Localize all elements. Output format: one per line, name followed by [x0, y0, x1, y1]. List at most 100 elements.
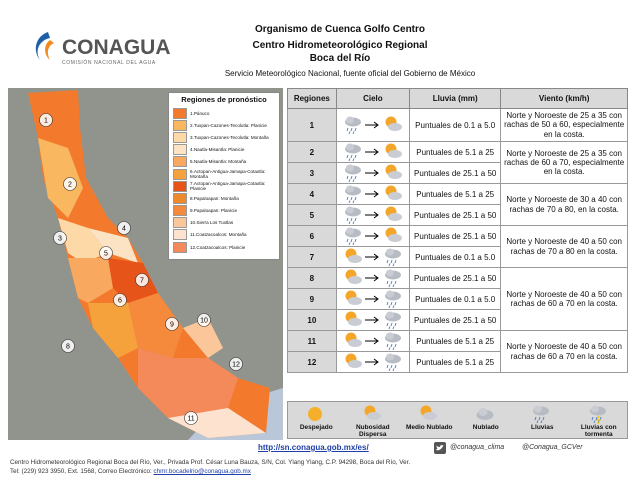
rain-cell: Puntuales de 25.1 a 50	[409, 204, 502, 226]
sky-icon-shape	[364, 405, 381, 420]
region-marker-label: 6	[118, 298, 122, 305]
arrow-shape	[364, 316, 379, 324]
sky-cell	[335, 351, 411, 373]
rain-cell: Puntuales de 0.1 a 5.0	[409, 246, 502, 268]
sky-icon	[385, 143, 402, 158]
legend-label: 7.Actopan-Antigua-Jamapa-Cotaxtla: Plani…	[190, 181, 266, 192]
legend-item: 8.Papaloapan: Montaña	[169, 192, 279, 204]
legend-label: 12.Coatzacoalcos: Planicie	[190, 244, 246, 250]
sky-icon	[344, 185, 362, 204]
legend-swatch	[173, 131, 187, 143]
table-row: 12 Puntuales de 5.1 a 25	[287, 351, 628, 373]
header: Organismo de Cuenca Golfo Centro Centro …	[190, 24, 490, 64]
legend-swatch	[173, 119, 187, 131]
sky-legend-label: Nubosidad Dispersa	[355, 424, 390, 439]
legend-swatch	[173, 229, 187, 241]
sky-cell	[335, 246, 411, 268]
legend-item: 2.Tuxpan-Cazones-Tecolutla: Planicie	[169, 119, 279, 131]
footer-url[interactable]: http://sn.conagua.gob.mx/es/	[258, 443, 369, 452]
region-marker-label: 12	[232, 362, 240, 369]
legend-swatch	[173, 144, 187, 156]
sky-icon-shape	[384, 248, 402, 267]
legend-item: 7.Actopan-Antigua-Jamapa-Cotaxtla: Plani…	[169, 180, 279, 192]
region-marker	[184, 411, 198, 425]
twitter-icon	[434, 442, 446, 454]
twitter-handle[interactable]: @conagua_clima	[450, 444, 505, 451]
sky-legend-icon	[532, 405, 550, 424]
legend-item: 1.Pánuco	[169, 107, 279, 119]
wind-cell: Norte y Noroeste de 40 a 50 con rachas d…	[500, 225, 628, 268]
table-row: 5 Puntuales de 25.1 a 50	[287, 204, 628, 226]
table-row: 4 Puntuales de 5.1 a 25 Norte y Noroeste d…	[287, 183, 628, 226]
sky-legend-icon	[308, 407, 323, 421]
region-cell: 5	[287, 204, 337, 226]
sky-legend-icon	[420, 405, 438, 420]
table-row: 3 Puntuales de 25.1 a 50	[287, 162, 628, 184]
sky-icon-shape	[344, 143, 362, 162]
arrow-shape	[364, 232, 379, 240]
sky-icon	[345, 311, 362, 326]
sky-legend-item: Medio Nublado	[401, 402, 458, 438]
footer-email[interactable]: chmr.bocadelrio@conagua.gob.mx	[153, 468, 251, 475]
region-cell: 10	[287, 309, 337, 331]
twitter-handle[interactable]: @Conagua_GCVer	[522, 444, 583, 451]
sky-icon	[345, 332, 362, 347]
legend-label: 10.Sierra Los Tuxtlas	[190, 220, 234, 226]
sky-icon-shape	[345, 248, 362, 263]
rain-cell: Puntuales de 5.1 a 25	[409, 351, 502, 373]
arrow-shape	[364, 190, 379, 198]
legend-item: 5.Nautla-Misantla: Montaña	[169, 156, 279, 168]
sky-icon-shape	[384, 332, 402, 351]
header-line: Organismo de Cuenca Golfo Centro	[254, 24, 426, 35]
sky-legend-label: Despejado	[299, 424, 333, 431]
header-line: Centro Hidrometeorológico Regional	[252, 40, 428, 51]
sky-cell	[335, 108, 411, 142]
sky-icon-shape	[344, 227, 362, 246]
arrow	[364, 169, 379, 177]
region-marker-label: 3	[58, 236, 62, 243]
region-cell: 7	[287, 246, 337, 268]
sky-icon	[384, 269, 402, 288]
arrow	[364, 316, 379, 324]
arrow	[364, 295, 379, 303]
region-cell: 1	[287, 108, 337, 142]
legend-swatch	[173, 180, 187, 192]
arrow-shape	[364, 358, 379, 366]
table-row: 11 Puntuales de 5.1 a 25 Norte y Noroeste …	[287, 330, 628, 373]
sky-legend-item: Lluvias con tormenta	[571, 402, 628, 438]
sky-legend-label: Lluvias	[531, 424, 554, 431]
legend-item: 3.Tuxpan-Cazones-Tecolutla: Montaña	[169, 131, 279, 143]
arrow	[364, 337, 379, 345]
legend-swatch	[173, 107, 187, 119]
table-row: 2 Puntuales de 5.1 a 25 Norte y Noroeste d…	[287, 141, 628, 184]
region-marker-label: 10	[200, 318, 208, 325]
table-row: 1 Puntuales de 0.1 a 5.0 Norte y Noroeste …	[287, 108, 628, 142]
sky-icon-shape	[384, 269, 402, 288]
sky-icon-shape	[385, 185, 402, 200]
legend-label: 1.Pánuco	[190, 110, 210, 116]
sky-cell	[335, 288, 411, 310]
sky-icon	[345, 290, 362, 305]
footer-address: Centro Hidrometeorológico Regional Boca …	[10, 459, 411, 466]
rain-cell: Puntuales de 25.1 a 50	[409, 267, 502, 289]
table-row: 9 Puntuales de 0.1 a 5.0	[287, 288, 628, 310]
wind-cell: Norte y Noroeste de 25 a 35 con rachas d…	[500, 108, 628, 142]
sky-legend-item: Lluvias	[514, 402, 571, 438]
map-legend-title: Regiones de pronóstico	[181, 95, 267, 104]
sky-icon	[344, 164, 362, 183]
legend-swatch	[173, 156, 187, 168]
sky-icon-shape	[344, 206, 362, 225]
region-cell: 8	[287, 267, 337, 289]
legend-label: 6.Actopan-Antigua-Jamapa-Cotaxtla: Monta…	[190, 169, 266, 180]
legend-label: 3.Tuxpan-Cazones-Tecolutla: Montaña	[190, 134, 269, 140]
sky-icon-shape	[532, 405, 550, 424]
wind-cell: Norte y Noroeste de 25 a 35 con rachas d…	[500, 141, 628, 184]
legend-item: 11.Coatzacoalcos: Montaña	[169, 229, 279, 241]
arrow	[364, 274, 379, 282]
sky-icon	[344, 206, 362, 225]
sky-icon-shape	[345, 353, 362, 368]
sky-icon-shape	[345, 311, 362, 326]
sky-cell	[335, 330, 411, 352]
arrow-shape	[364, 211, 379, 219]
sky-icon	[384, 353, 402, 372]
